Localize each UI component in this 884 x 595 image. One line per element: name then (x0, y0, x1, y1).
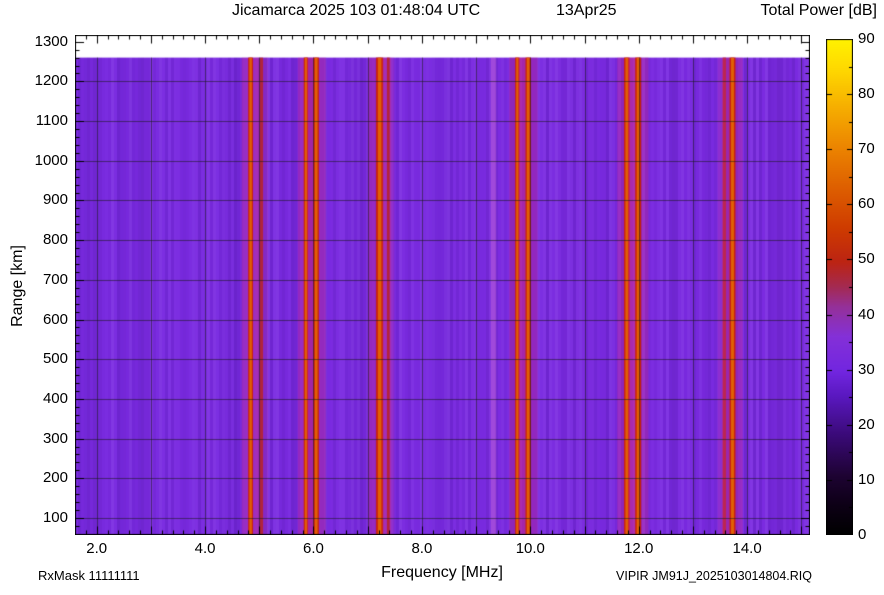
y-tick-label: 1300 (34, 32, 68, 50)
x-tick-label: 2.0 (86, 540, 108, 557)
x-tick-label: 4.0 (194, 540, 216, 557)
y-tick-label: 1000 (34, 151, 68, 169)
y-tick-label: 1200 (34, 72, 68, 90)
colorbar-title: Total Power [dB] (760, 2, 878, 19)
colorbar-tick-label: 60 (858, 195, 875, 213)
y-tick-label: 400 (42, 389, 68, 407)
y-tick-label: 500 (42, 350, 68, 368)
colorbar-tick-label: 80 (858, 85, 875, 103)
x-axis-title: Frequency [MHz] (381, 564, 503, 581)
colorbar-tick-label: 40 (858, 305, 875, 323)
x-tick-label: 12.0 (624, 540, 654, 557)
x-tick-label: 14.0 (732, 540, 762, 557)
colorbar-tick-label: 20 (858, 415, 875, 433)
filename-label: VIPIR JM91J_2025103014804.RIQ (616, 569, 812, 583)
plot-title: Jicamarca 2025 103 01:48:04 UTC (232, 2, 481, 19)
y-tick-label: 200 (42, 469, 68, 487)
colorbar-tick-label: 50 (858, 250, 875, 268)
y-tick-label: 700 (42, 270, 68, 288)
x-tick-label: 10.0 (515, 540, 545, 557)
x-tick-label: 8.0 (411, 540, 433, 557)
y-tick-label: 100 (42, 508, 68, 526)
y-tick-label: 600 (42, 310, 68, 328)
colorbar-tick-label: 10 (858, 470, 875, 488)
colorbar-tick-label: 70 (858, 140, 875, 158)
rxmask-label: RxMask 11111111 (38, 568, 140, 583)
colorbar-tick-label: 30 (858, 360, 875, 378)
y-tick-label: 900 (42, 191, 68, 209)
y-tick-label: 1100 (35, 112, 68, 130)
y-tick-label: 300 (42, 429, 68, 447)
y-tick-label: 800 (42, 231, 68, 249)
colorbar (826, 39, 853, 535)
heatmap-plot (75, 35, 810, 535)
colorbar-tick-label: 90 (858, 30, 875, 47)
x-tick-label: 6.0 (303, 540, 324, 557)
colorbar-tick-label: 0 (858, 526, 867, 543)
plot-date: 13Apr25 (556, 2, 617, 19)
